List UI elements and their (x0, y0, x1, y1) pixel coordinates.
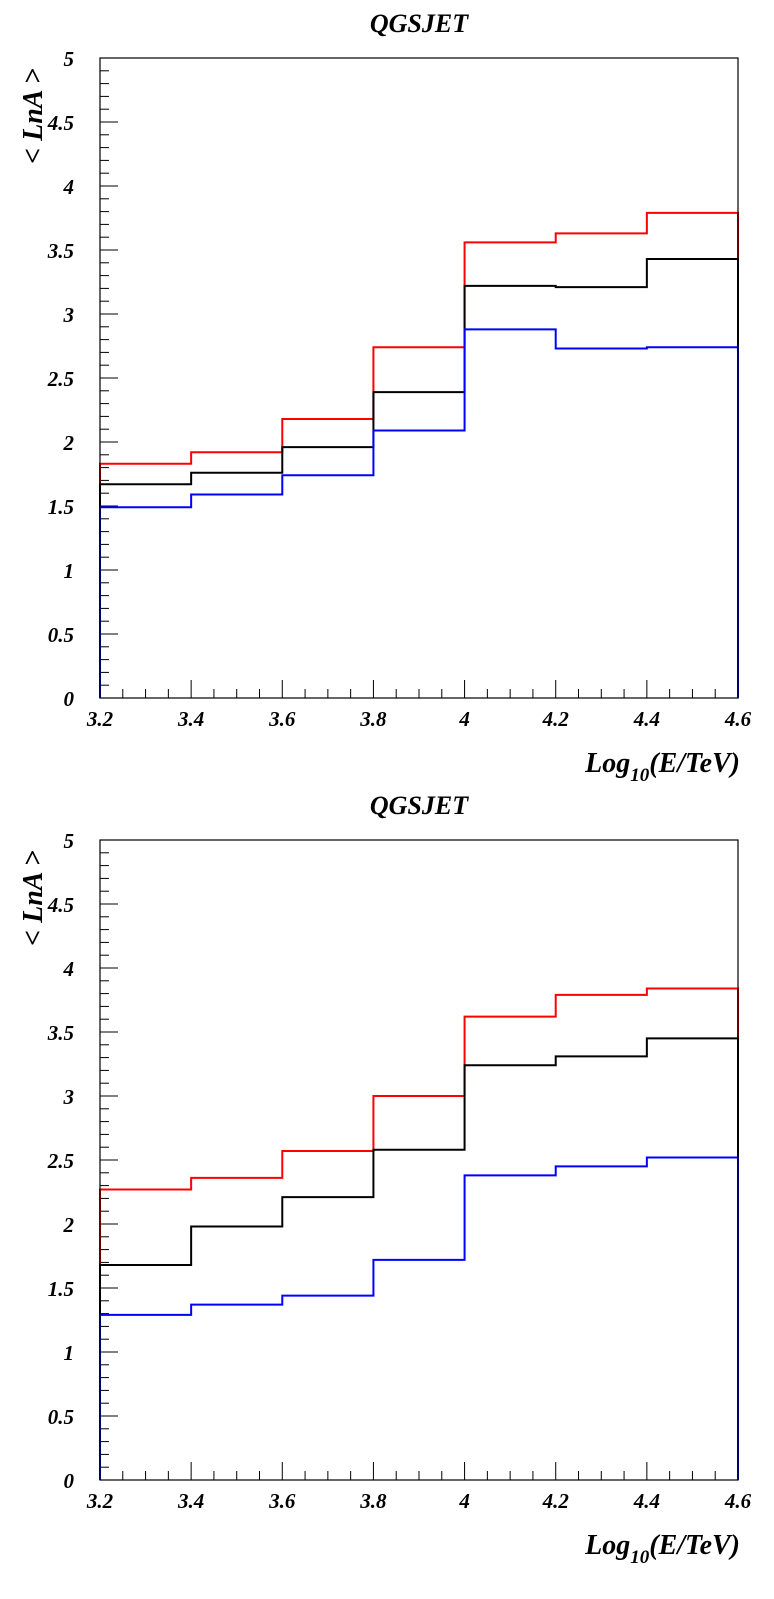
x-axis-label-suffix: (E/TeV) (649, 1530, 740, 1561)
series-3-line (99, 1156, 739, 1480)
x-axis-label: Log10(E/TeV) (584, 748, 740, 786)
chart-title: QGSJET (370, 9, 469, 38)
y-tick-label: 3 (63, 303, 75, 327)
x-tick-label: 3.6 (268, 707, 296, 731)
x-axis-label-main: Log (584, 1530, 630, 1561)
series-1-line (99, 211, 739, 698)
x-tick-label: 4 (458, 707, 470, 731)
x-tick-label: 4.6 (724, 707, 752, 731)
x-tick-label: 3.6 (268, 1489, 296, 1513)
x-tick-label: 4 (458, 1489, 470, 1513)
plot-frame (99, 839, 739, 1481)
chart-1: QGSJET 0 0.5 1 1.5 2 2.5 3 3.5 4 4.5 5 3.2 3.4 3.6 3.8 4… (18, 9, 752, 786)
x-tick-label: 4.6 (724, 1489, 752, 1513)
y-tick-label: 5 (64, 829, 75, 853)
x-axis-label-main: Log (584, 748, 630, 779)
series-1-line (99, 987, 739, 1480)
y-tick-label: 0 (64, 1469, 75, 1493)
x-tick-label: 3.4 (177, 707, 204, 731)
x-axis-label-subscript: 10 (630, 1547, 650, 1568)
plot-frame (99, 57, 739, 699)
y-tick-label: 3 (63, 1085, 75, 1109)
y-axis-label: < LnA > (18, 68, 49, 164)
y-tick-label: 0.5 (48, 1405, 74, 1429)
y-tick-label: 4 (63, 175, 75, 199)
x-tick-label: 3.8 (359, 1489, 387, 1513)
y-tick-label: 2.5 (47, 367, 74, 391)
y-tick-label: 0.5 (48, 623, 74, 647)
x-axis-label-suffix: (E/TeV) (649, 748, 740, 779)
y-tick-label: 1 (64, 1341, 75, 1365)
series-2-line (99, 1037, 739, 1480)
x-tick-label: 4.2 (542, 707, 570, 731)
y-tick-label: 4.5 (47, 111, 74, 135)
chart-title: QGSJET (370, 791, 469, 820)
y-tick-label: 0 (64, 687, 75, 711)
y-tick-label: 1.5 (48, 1277, 74, 1301)
x-tick-label: 4.2 (542, 1489, 570, 1513)
y-tick-label: 2 (63, 431, 75, 455)
x-tick-label: 4.4 (633, 707, 660, 731)
y-tick-label: 2.5 (47, 1149, 74, 1173)
series-2-line (99, 257, 739, 698)
x-tick-label: 3.2 (86, 1489, 114, 1513)
x-tick-label: 4.4 (633, 1489, 660, 1513)
y-tick-label: 2 (63, 1213, 75, 1237)
x-axis-label: Log10(E/TeV) (584, 1530, 740, 1568)
y-axis-label: < LnA > (18, 850, 49, 946)
y-tick-label: 1.5 (48, 495, 74, 519)
series-3-line (99, 328, 739, 698)
chart-2: QGSJET 0 0.5 1 1.5 2 2.5 3 3.5 4 4.5 5 3.2 3.4 3.6 3.8 4… (18, 791, 752, 1568)
y-tick-label: 1 (64, 559, 75, 583)
x-tick-label: 3.8 (359, 707, 387, 731)
y-tick-label: 3.5 (47, 1021, 74, 1045)
y-tick-label: 5 (64, 47, 75, 71)
y-tick-label: 3.5 (47, 239, 74, 263)
x-axis-label-subscript: 10 (630, 765, 650, 786)
y-tick-label: 4 (63, 957, 75, 981)
x-tick-label: 3.4 (177, 1489, 204, 1513)
y-tick-label: 4.5 (47, 893, 74, 917)
x-tick-label: 3.2 (86, 707, 114, 731)
